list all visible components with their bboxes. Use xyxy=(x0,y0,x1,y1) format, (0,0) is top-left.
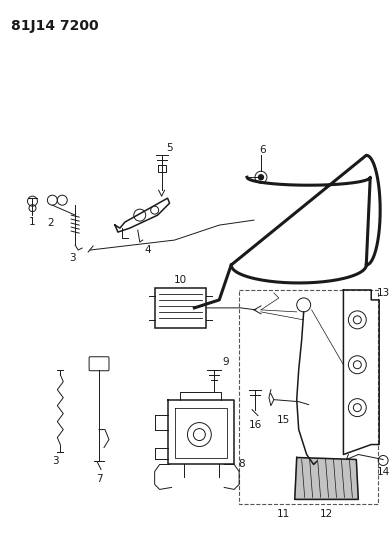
Bar xyxy=(155,288,206,328)
Text: 5: 5 xyxy=(166,143,173,154)
Text: 4: 4 xyxy=(144,245,151,255)
Text: 14: 14 xyxy=(377,467,390,478)
FancyBboxPatch shape xyxy=(89,357,109,371)
Text: 16: 16 xyxy=(249,419,261,430)
Text: 81J14 7200: 81J14 7200 xyxy=(11,19,98,33)
Text: 3: 3 xyxy=(52,456,59,466)
Polygon shape xyxy=(295,457,358,499)
Text: 10: 10 xyxy=(174,275,187,285)
Text: 15: 15 xyxy=(277,415,290,425)
Text: 2: 2 xyxy=(47,218,54,228)
Text: 8: 8 xyxy=(238,459,244,470)
Text: 3: 3 xyxy=(69,253,76,263)
Text: 1: 1 xyxy=(29,217,36,227)
Text: 13: 13 xyxy=(377,288,390,298)
Text: 7: 7 xyxy=(96,474,102,484)
Text: 6: 6 xyxy=(260,146,266,155)
Text: 9: 9 xyxy=(222,357,229,367)
Bar xyxy=(239,290,378,504)
Text: 12: 12 xyxy=(320,510,333,519)
Text: 11: 11 xyxy=(277,510,290,519)
Circle shape xyxy=(258,175,263,180)
